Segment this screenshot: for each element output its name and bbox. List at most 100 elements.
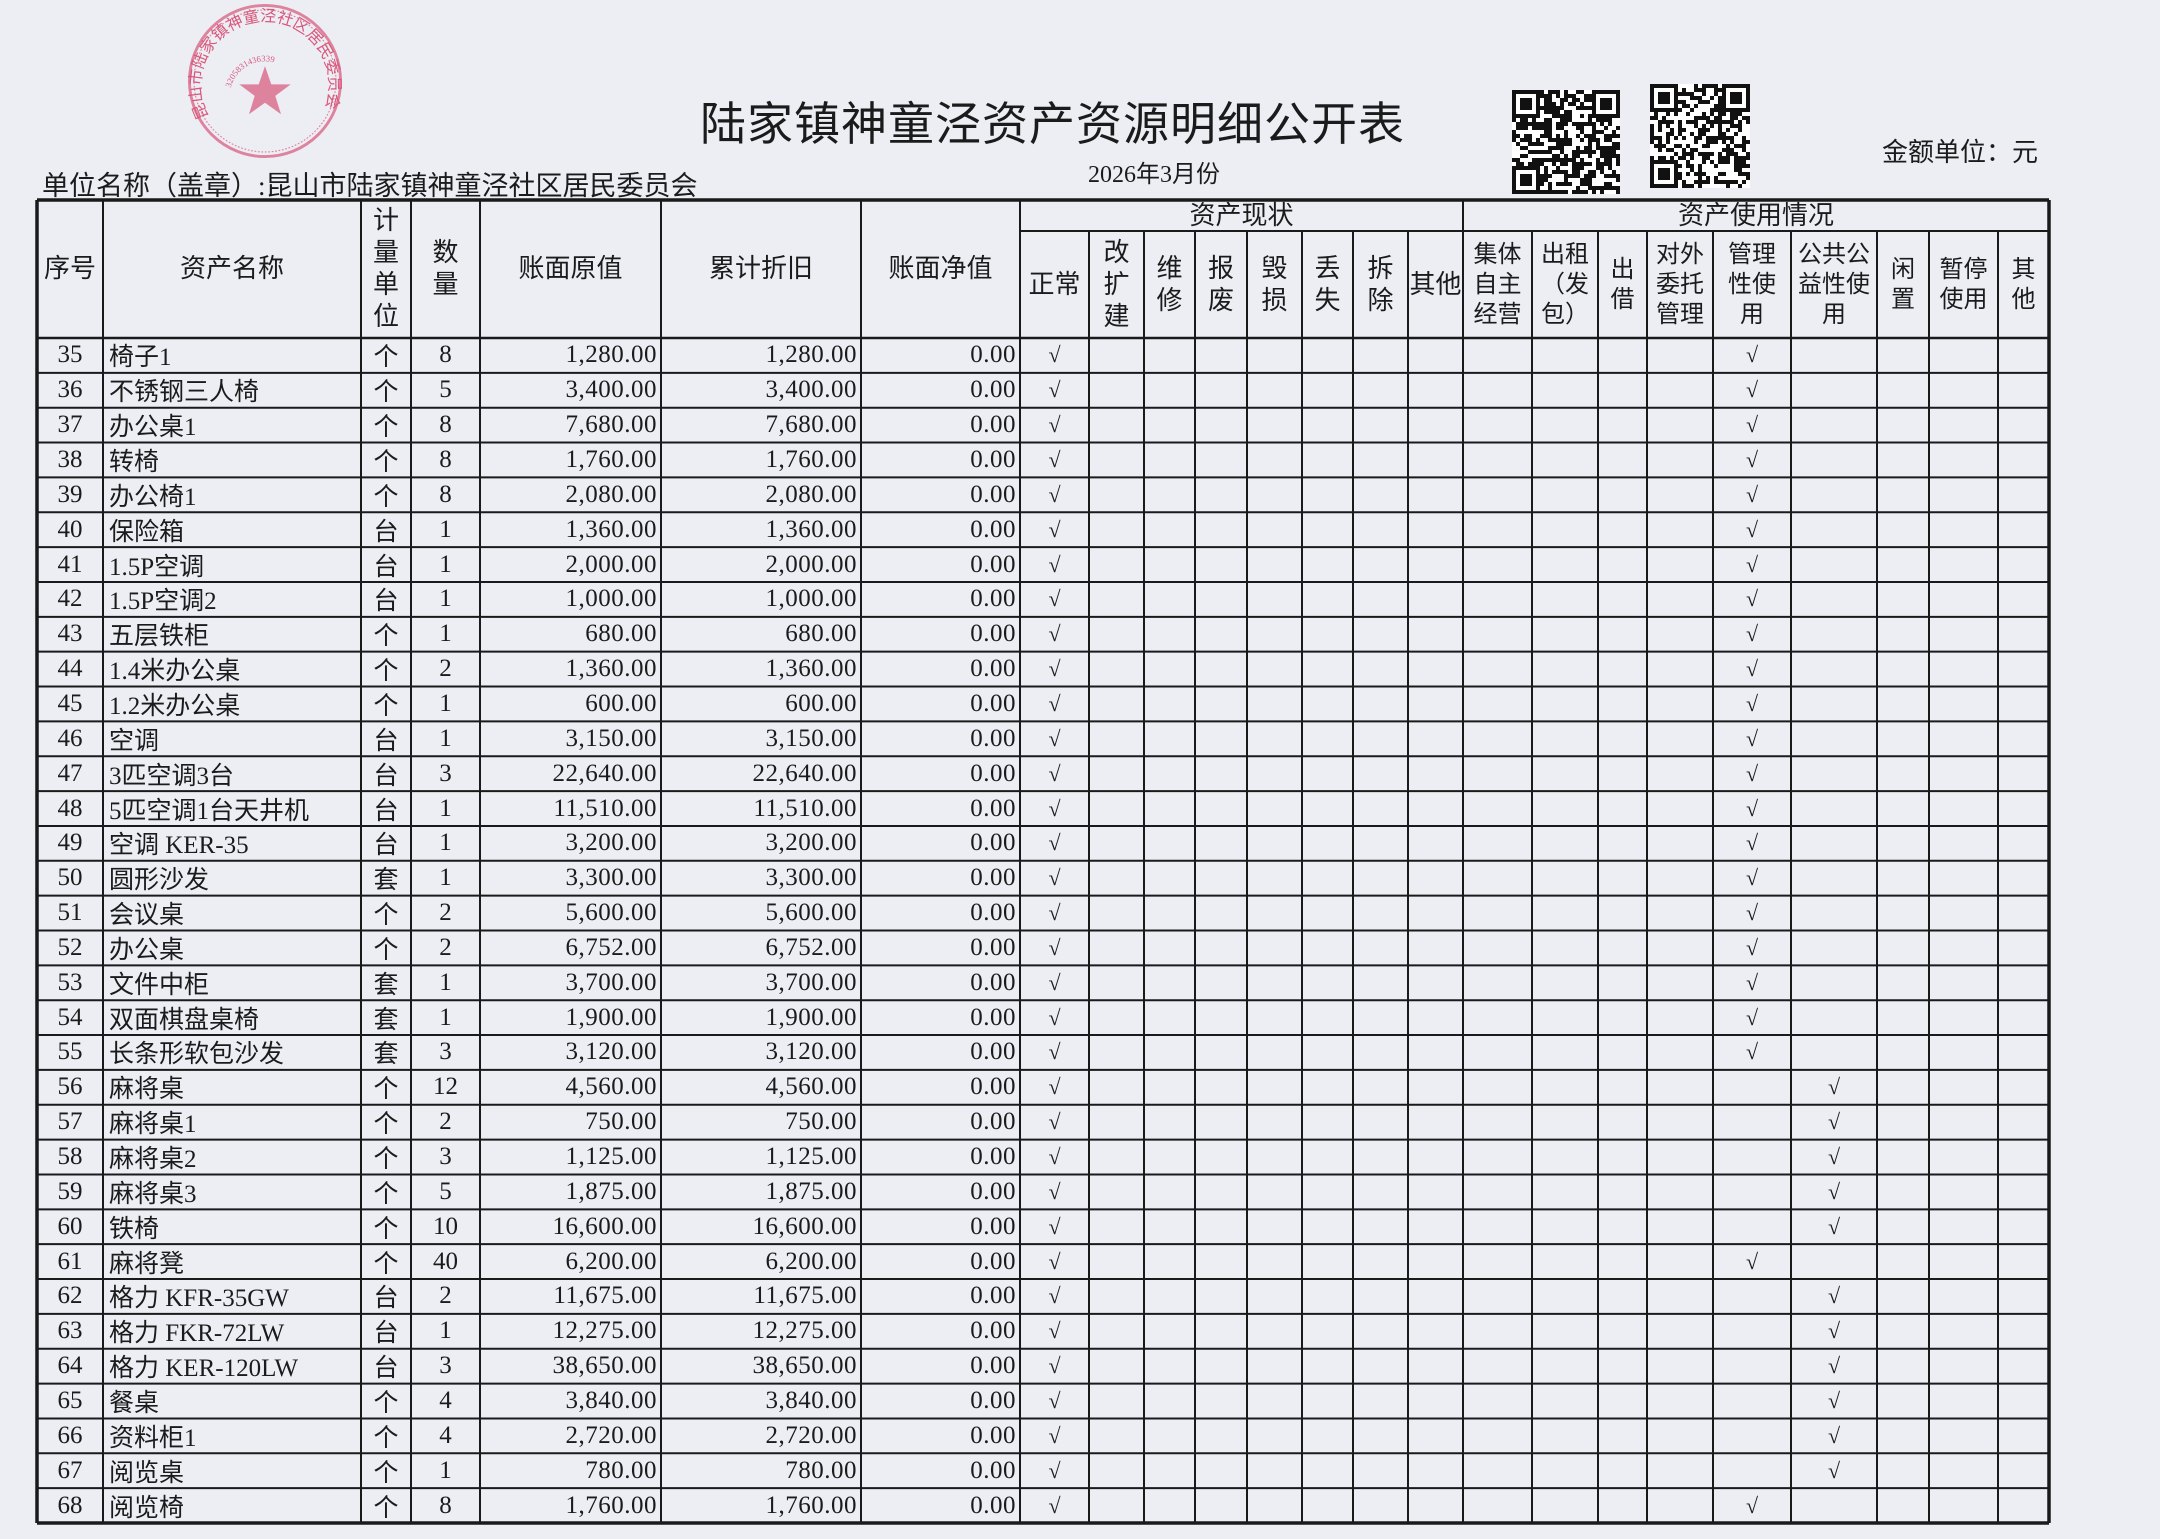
row-unit: 套 [373, 971, 399, 999]
row-original-value: 780.00 [585, 1456, 657, 1484]
row-unit: 个 [373, 1390, 399, 1417]
header-unit: 计 量 单 位 [372, 206, 399, 331]
row-accumulated-depreciation: 1,280.00 [765, 341, 857, 369]
row-seq: 67 [57, 1456, 83, 1484]
row-unit: 套 [373, 867, 399, 895]
row-asset-name: 1.2米办公桌 [109, 692, 241, 720]
row-accumulated-depreciation: 680.00 [785, 620, 857, 648]
status-check-mark-icon: √ [1048, 1074, 1061, 1100]
row-quantity: 12 [433, 1073, 458, 1101]
row-net-value: 0.00 [970, 1177, 1016, 1205]
row-original-value: 6,752.00 [565, 933, 657, 961]
status-check-mark-icon: √ [1048, 795, 1061, 821]
status-check-mark-icon: √ [1048, 342, 1061, 368]
row-original-value: 2,000.00 [565, 550, 657, 578]
usage-check-mark-icon: √ [1745, 656, 1759, 682]
row-net-value: 0.00 [970, 1456, 1016, 1484]
row-quantity: 1 [439, 585, 452, 613]
row-asset-name: 空调 KER-35 [109, 832, 249, 860]
row-net-value: 0.00 [970, 445, 1016, 473]
usage-check-mark-icon: √ [1827, 1457, 1841, 1483]
qr-code-icon [1650, 84, 1750, 188]
row-net-value: 0.00 [970, 933, 1016, 961]
row-net-value: 0.00 [970, 759, 1016, 787]
row-quantity: 1 [439, 689, 452, 717]
usage-check-mark-icon: √ [1745, 900, 1759, 926]
row-seq: 54 [57, 1003, 83, 1031]
status-check-mark-icon: √ [1048, 865, 1061, 891]
row-asset-name: 格力 KER-120LW [109, 1355, 299, 1383]
unit-name: 单位名称（盖章）:昆山市陆家镇神童泾社区居民委员会 [42, 171, 698, 201]
row-accumulated-depreciation: 2,080.00 [765, 480, 857, 508]
row-original-value: 1,900.00 [565, 1003, 657, 1031]
row-original-value: 3,400.00 [565, 376, 657, 404]
usage-check-mark-icon: √ [1745, 760, 1759, 786]
row-accumulated-depreciation: 11,510.00 [753, 794, 857, 822]
header-usage-col: 管理 性使 用 [1728, 241, 1776, 328]
row-accumulated-depreciation: 2,000.00 [765, 550, 857, 578]
usage-check-mark-icon: √ [1827, 1178, 1841, 1204]
row-net-value: 0.00 [970, 620, 1016, 648]
header-status-col: 其他 [1409, 269, 1462, 299]
usage-check-mark-icon: √ [1745, 377, 1759, 403]
row-net-value: 0.00 [970, 376, 1016, 404]
status-check-mark-icon: √ [1048, 1004, 1061, 1030]
row-quantity: 2 [439, 933, 452, 961]
status-check-mark-icon: √ [1048, 446, 1061, 472]
row-seq: 50 [57, 864, 83, 892]
row-original-value: 3,120.00 [565, 1038, 657, 1066]
header-seq: 序号 [43, 254, 96, 283]
status-check-mark-icon: √ [1048, 412, 1061, 438]
row-seq: 45 [57, 689, 83, 717]
row-unit: 个 [373, 1111, 399, 1139]
row-seq: 46 [57, 724, 83, 752]
header-usage-col: 公共公 益性使 用 [1798, 241, 1870, 328]
usage-check-mark-icon: √ [1745, 412, 1759, 438]
row-seq: 41 [57, 550, 83, 578]
row-asset-name: 长条形软包沙发 [109, 1041, 285, 1069]
row-quantity: 5 [439, 1177, 452, 1205]
status-check-mark-icon: √ [1048, 1353, 1061, 1379]
usage-check-mark-icon: √ [1745, 865, 1759, 891]
row-net-value: 0.00 [970, 864, 1016, 892]
usage-check-mark-icon: √ [1827, 1353, 1841, 1379]
row-unit: 个 [373, 1146, 399, 1174]
row-accumulated-depreciation: 3,200.00 [765, 829, 857, 857]
usage-check-mark-icon: √ [1745, 1004, 1759, 1030]
usage-check-mark-icon: √ [1745, 795, 1759, 821]
usage-check-mark-icon: √ [1827, 1283, 1841, 1309]
status-check-mark-icon: √ [1048, 690, 1061, 716]
row-net-value: 0.00 [970, 689, 1016, 717]
row-original-value: 3,700.00 [565, 968, 657, 996]
row-original-value: 4,560.00 [565, 1073, 657, 1101]
row-accumulated-depreciation: 5,600.00 [765, 899, 857, 927]
row-asset-name: 麻将桌 [109, 1076, 185, 1104]
row-net-value: 0.00 [970, 1003, 1016, 1031]
row-quantity: 5 [439, 376, 452, 404]
row-net-value: 0.00 [970, 1073, 1016, 1101]
row-original-value: 680.00 [585, 620, 657, 648]
header-asset-usage: 资产使用情况 [1677, 200, 1834, 230]
row-quantity: 1 [439, 1003, 452, 1031]
row-asset-name: 1.4米办公桌 [109, 658, 241, 686]
row-asset-name: 办公桌1 [109, 414, 197, 442]
row-unit: 台 [373, 1355, 399, 1383]
row-net-value: 0.00 [970, 1108, 1016, 1136]
row-unit: 个 [373, 414, 399, 442]
row-seq: 48 [57, 794, 83, 822]
row-net-value: 0.00 [970, 1421, 1016, 1449]
row-unit: 台 [373, 553, 399, 581]
usage-check-mark-icon: √ [1745, 1492, 1759, 1518]
header-usage-col: 集体 自主 经营 [1473, 241, 1522, 328]
row-net-value: 0.00 [970, 1317, 1016, 1345]
row-seq: 61 [57, 1247, 83, 1275]
status-check-mark-icon: √ [1048, 1457, 1061, 1483]
row-seq: 55 [57, 1038, 83, 1066]
header-status-col: 改 扩 建 [1103, 237, 1130, 331]
usage-check-mark-icon: √ [1745, 1039, 1759, 1065]
usage-check-mark-icon: √ [1827, 1074, 1841, 1100]
row-unit: 个 [373, 1215, 399, 1243]
row-seq: 57 [57, 1108, 83, 1136]
status-check-mark-icon: √ [1048, 760, 1061, 786]
